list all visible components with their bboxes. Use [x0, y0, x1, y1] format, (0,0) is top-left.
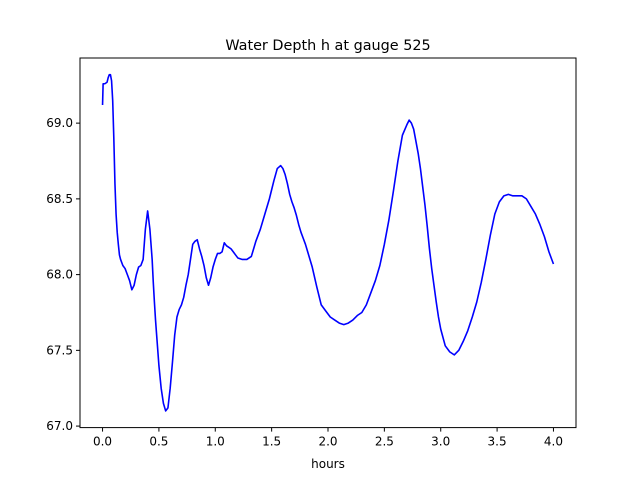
x-tick-label: 4.0 [544, 435, 563, 449]
plot-area [101, 73, 555, 412]
x-axis-label: hours [311, 457, 345, 471]
y-tick-label: 67.0 [46, 419, 73, 433]
x-axis: 0.0 0.5 1.0 1.5 2.0 2.5 3.0 3.5 4.0 [93, 427, 563, 449]
x-tick-label: 1.5 [262, 435, 281, 449]
chart-title: Water Depth h at gauge 525 [225, 38, 430, 54]
x-tick-label: 2.0 [318, 435, 337, 449]
x-tick-label: 2.5 [375, 435, 394, 449]
x-tick-label: 0.5 [149, 435, 168, 449]
x-tick-label: 3.0 [431, 435, 450, 449]
y-tick-label: 67.5 [46, 343, 73, 357]
series-line-0 [101, 73, 555, 412]
x-tick-label: 1.0 [206, 435, 225, 449]
plot-frame [79, 57, 577, 429]
y-tick-label: 68.5 [46, 192, 73, 206]
x-tick-label: 0.0 [93, 435, 112, 449]
y-axis: 67.0 67.5 68.0 68.5 69.0 [46, 116, 80, 433]
y-tick-label: 68.0 [46, 268, 73, 282]
y-tick-label: 69.0 [46, 116, 73, 130]
x-tick-label: 3.5 [488, 435, 507, 449]
